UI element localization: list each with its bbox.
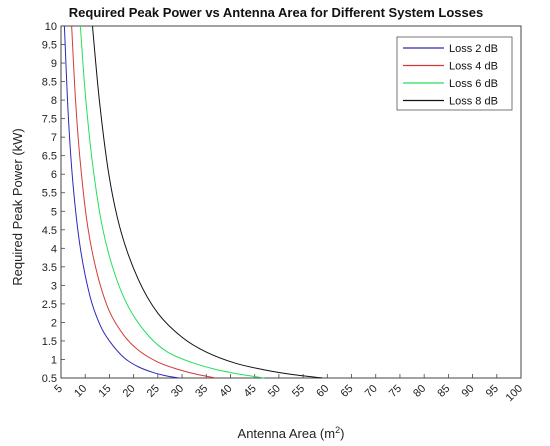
legend-label: Loss 4 dB <box>449 61 498 73</box>
x-tick-label: 25 <box>145 383 162 400</box>
series-lines <box>63 25 323 379</box>
series-line-loss-6-db <box>79 25 265 379</box>
y-tick-label: 9.5 <box>42 40 57 52</box>
y-tick-label: 1 <box>51 354 57 366</box>
y-tick-label: 5 <box>51 206 57 218</box>
y-tick-label: 7 <box>51 132 57 144</box>
x-tick-label: 90 <box>460 383 477 400</box>
y-tick-label: 2 <box>51 317 57 329</box>
x-tick-label: 60 <box>314 383 331 400</box>
x-tick-label: 95 <box>484 383 501 400</box>
x-tick-label: 30 <box>169 383 186 400</box>
y-tick-label: 8.5 <box>42 77 57 89</box>
x-tick-label: 35 <box>193 383 210 400</box>
x-axis-label-suffix: ) <box>340 426 344 441</box>
legend-label: Loss 6 dB <box>449 78 498 90</box>
x-axis-label-main: Antenna Area (m <box>238 426 336 441</box>
y-tick-label: 6 <box>51 169 57 181</box>
x-tick-label: 75 <box>387 383 404 400</box>
y-tick-label: 4.5 <box>42 225 57 237</box>
x-tick-label: 85 <box>435 383 452 400</box>
x-tick-label: 70 <box>363 383 380 400</box>
legend-label: Loss 8 dB <box>449 96 498 108</box>
y-axis-ticks: 0.5 1 1.5 2 2.5 3 3.5 4 4.5 5 5.5 6 6.5 7 7.5 8 8.5 9 9.5 1… <box>42 21 65 385</box>
x-tick-label: 65 <box>339 383 356 400</box>
series-line-loss-2-db <box>63 25 180 379</box>
legend-box <box>396 36 513 111</box>
y-tick-label: 6.5 <box>42 151 57 163</box>
series-line-loss-4-db <box>71 25 217 379</box>
x-tick-label: 20 <box>121 383 138 400</box>
x-tick-label: 15 <box>96 383 113 400</box>
y-tick-label: 8 <box>51 95 57 107</box>
x-tick-label: 45 <box>242 383 259 400</box>
y-tick-label: 3 <box>51 280 57 292</box>
x-tick-label: 50 <box>266 383 283 400</box>
y-tick-label: 10 <box>45 21 57 33</box>
y-tick-label: 2.5 <box>42 299 57 311</box>
series-line-loss-8-db <box>91 25 323 379</box>
y-tick-label: 1.5 <box>42 336 57 348</box>
y-tick-label: 9 <box>51 58 57 70</box>
x-tick-label: 55 <box>290 383 307 400</box>
x-axis-ticks: 5 10 15 20 25 30 35 40 45 50 55 60 65 70 75 80 85 90 95 100 <box>52 374 525 404</box>
chart-title: Required Peak Power vs Antenna Area for … <box>69 5 483 20</box>
x-axis-label: Antenna Area (m2) <box>238 425 345 441</box>
x-tick-label: 5 <box>52 383 65 396</box>
y-tick-label: 5.5 <box>42 188 57 200</box>
x-axis-label-superscript: 2 <box>335 425 340 435</box>
y-tick-label: 3.5 <box>42 262 57 274</box>
x-tick-label: 10 <box>72 383 89 400</box>
legend: Loss 2 dB Loss 4 dB Loss 6 dB Loss 8 dB <box>396 36 513 111</box>
y-tick-label: 7.5 <box>42 114 57 126</box>
x-tick-label: 40 <box>217 383 234 400</box>
x-tick-label: 100 <box>504 383 525 404</box>
y-tick-label: 4 <box>51 243 57 255</box>
y-tick-label: 0.5 <box>42 373 57 385</box>
y-axis-label: Required Peak Power (kW) <box>10 128 25 286</box>
x-tick-label: 80 <box>411 383 428 400</box>
legend-label: Loss 2 dB <box>449 43 498 55</box>
